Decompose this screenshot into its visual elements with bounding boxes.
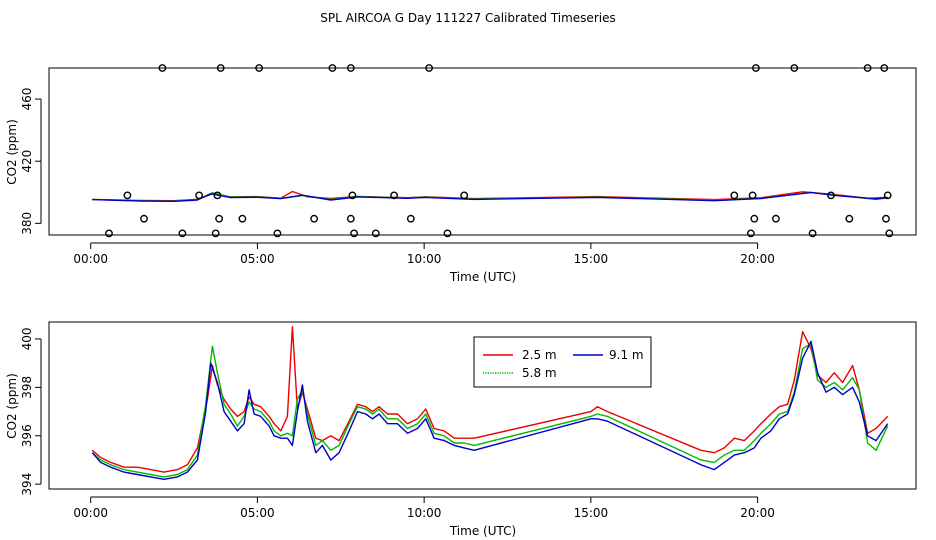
top-circle-marker bbox=[747, 229, 755, 238]
figure-title: SPL AIRCOA G Day 111227 Calibrated Times… bbox=[320, 11, 615, 25]
bottom-chart: 00:00 05:00 10:00 15:00 20:00 394 396 398 400 T… bbox=[5, 321, 917, 538]
top-circle-marker bbox=[730, 191, 739, 200]
legend-label-9-1m: 9.1 m bbox=[609, 348, 644, 362]
bottom-y-tick-label: 396 bbox=[20, 424, 34, 447]
bottom-x-axis-label: Time (UTC) bbox=[449, 524, 516, 538]
top-circle-marker bbox=[808, 229, 817, 238]
legend: 2.5 m 5.8 m 9.1 m bbox=[473, 336, 652, 388]
top-circle-markers bbox=[105, 64, 894, 238]
top-circle-marker bbox=[195, 191, 204, 200]
top-circle-marker bbox=[885, 229, 894, 238]
bottom-x-tick-label: 10:00 bbox=[407, 506, 442, 520]
top-circle-marker bbox=[371, 229, 380, 238]
top-circle-marker bbox=[750, 214, 759, 223]
top-circle-marker bbox=[790, 64, 799, 72]
top-circle-marker bbox=[406, 214, 415, 223]
top-circle-marker bbox=[882, 214, 890, 223]
bottom-x-tick-label: 00:00 bbox=[73, 506, 108, 520]
top-y-tick-label: 420 bbox=[20, 150, 34, 173]
top-y-tick-label: 460 bbox=[20, 88, 34, 111]
top-circle-marker bbox=[328, 64, 337, 72]
top-circle-marker bbox=[123, 191, 132, 200]
top-circle-marker bbox=[255, 64, 264, 72]
top-circle-marker bbox=[178, 229, 187, 238]
top-circle-marker bbox=[348, 191, 357, 200]
top-circle-marker bbox=[772, 214, 780, 223]
top-x-axis-label: Time (UTC) bbox=[449, 270, 516, 284]
legend-box bbox=[473, 336, 652, 388]
legend-label-5-8m: 5.8 m bbox=[522, 366, 557, 380]
bottom-y-tick-label: 398 bbox=[20, 376, 34, 399]
top-circle-marker bbox=[273, 229, 282, 238]
top-circle-marker bbox=[105, 229, 113, 238]
top-circle-marker bbox=[460, 191, 469, 200]
bottom-x-tick-label: 05:00 bbox=[240, 506, 275, 520]
top-circle-marker bbox=[390, 191, 398, 200]
bottom-x-tick-label: 15:00 bbox=[574, 506, 609, 520]
bottom-y-axis-label: CO2 (ppm) bbox=[5, 373, 19, 439]
top-y-tick-label: 380 bbox=[20, 212, 34, 235]
top-circle-marker bbox=[216, 64, 225, 72]
top-circle-marker bbox=[880, 64, 889, 72]
top-y-axis: 380 420 460 bbox=[20, 88, 42, 235]
bottom-line-9-1-m bbox=[91, 340, 889, 480]
top-chart: 00:00 05:00 10:00 15:00 20:00 380 420 460 Time… bbox=[5, 64, 917, 284]
top-circle-marker bbox=[350, 229, 358, 238]
bottom-line-5-8-m bbox=[91, 343, 889, 478]
top-x-tick-label: 15:00 bbox=[574, 252, 609, 266]
top-circle-marker bbox=[752, 64, 760, 72]
top-circle-marker bbox=[211, 229, 220, 238]
bottom-y-tick-label: 394 bbox=[20, 473, 34, 496]
top-x-tick-label: 20:00 bbox=[740, 252, 775, 266]
top-x-tick-label: 00:00 bbox=[73, 252, 108, 266]
top-circle-marker bbox=[845, 214, 854, 223]
top-plot-frame bbox=[48, 67, 917, 236]
top-y-axis-label: CO2 (ppm) bbox=[5, 119, 19, 185]
top-circle-marker bbox=[425, 64, 433, 72]
top-circle-marker bbox=[827, 191, 835, 200]
top-circle-marker bbox=[346, 64, 355, 72]
top-circle-marker bbox=[215, 214, 224, 223]
bottom-plot-frame bbox=[48, 321, 917, 490]
top-circle-marker bbox=[158, 64, 167, 72]
top-circle-marker bbox=[883, 191, 892, 200]
top-series-lines bbox=[92, 190, 888, 202]
bottom-series-lines bbox=[91, 326, 889, 480]
top-circle-marker bbox=[863, 64, 872, 72]
bottom-x-axis: 00:00 05:00 10:00 15:00 20:00 bbox=[73, 496, 775, 520]
top-circle-marker bbox=[346, 214, 355, 223]
top-circle-marker bbox=[310, 214, 318, 223]
top-circle-marker bbox=[748, 191, 757, 200]
top-circle-marker bbox=[213, 191, 222, 200]
top-circle-marker bbox=[238, 214, 247, 223]
top-x-axis: 00:00 05:00 10:00 15:00 20:00 bbox=[73, 242, 775, 266]
bottom-y-axis: 394 396 398 400 bbox=[20, 327, 42, 496]
bottom-x-tick-label: 20:00 bbox=[740, 506, 775, 520]
top-x-tick-label: 10:00 bbox=[407, 252, 442, 266]
top-circle-marker bbox=[443, 229, 452, 238]
top-circle-marker bbox=[140, 214, 148, 223]
top-x-tick-label: 05:00 bbox=[240, 252, 275, 266]
bottom-y-tick-label: 400 bbox=[20, 327, 34, 350]
legend-label-2-5m: 2.5 m bbox=[522, 348, 557, 362]
